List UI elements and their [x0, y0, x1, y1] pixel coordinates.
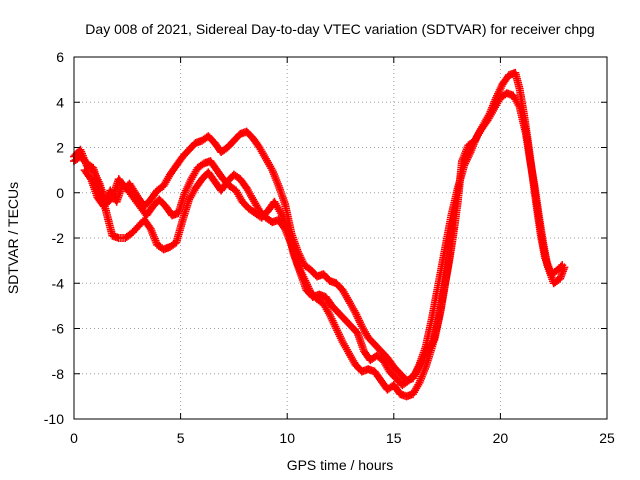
- y-axis-ticks: -10 -8 -6 -4 -2 0 2 4 6: [44, 49, 607, 427]
- y-tick-label: -6: [52, 321, 65, 337]
- y-tick-label: 2: [56, 140, 64, 156]
- data-point: [449, 224, 458, 233]
- y-tick-label: -4: [52, 275, 65, 291]
- x-tick-label: 20: [493, 430, 509, 446]
- series-track-2: [70, 89, 569, 401]
- data-point: [145, 223, 154, 232]
- x-tick-label: 5: [177, 430, 185, 446]
- data-marks: [70, 68, 569, 401]
- x-tick-label: 0: [70, 430, 78, 446]
- y-tick-label: 0: [56, 185, 64, 201]
- y-tick-label: 4: [56, 94, 64, 110]
- x-tick-label: 25: [599, 430, 615, 446]
- data-point: [85, 173, 94, 182]
- x-tick-label: 10: [279, 430, 295, 446]
- x-axis-label: GPS time / hours: [287, 457, 394, 473]
- data-point: [560, 263, 569, 272]
- chart-title: Day 008 of 2021, Sidereal Day-to-day VTE…: [85, 21, 594, 37]
- y-tick-label: -10: [44, 411, 64, 427]
- y-tick-label: -2: [52, 230, 65, 246]
- y-tick-label: 6: [56, 49, 64, 65]
- series-track-3: [80, 157, 458, 390]
- y-axis-label: SDTVAR / TECUs: [5, 182, 21, 294]
- x-tick-label: 15: [386, 430, 402, 446]
- y-tick-label: -8: [52, 366, 65, 382]
- x-axis-ticks: 0 5 10 15 20 25: [70, 57, 615, 446]
